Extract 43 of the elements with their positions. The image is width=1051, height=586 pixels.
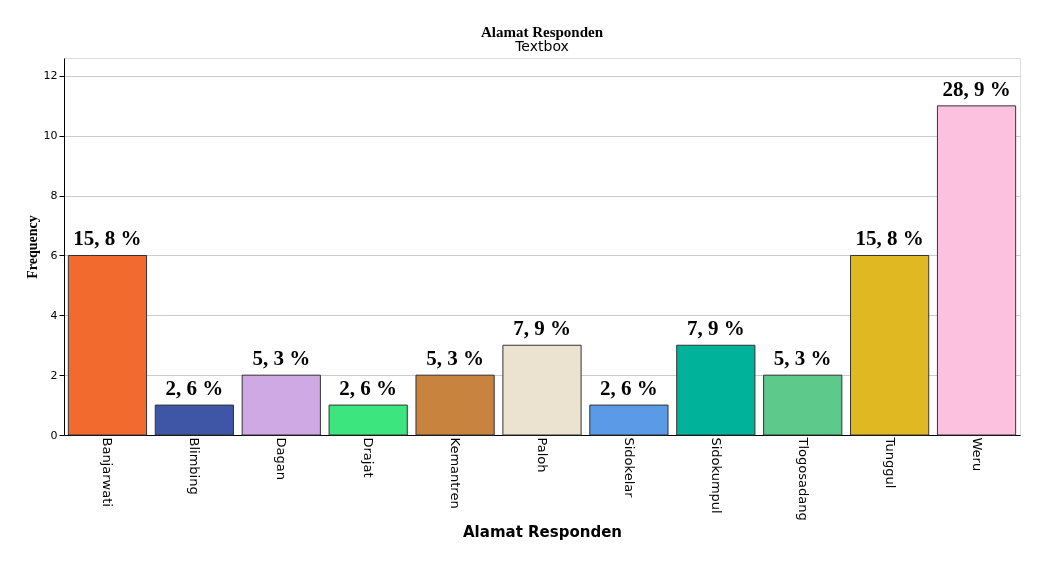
annotation: 28, 9 % (942, 76, 1011, 101)
x-tick-label: Kemantren (448, 437, 464, 509)
x-tick-label: Banjarwati (100, 437, 116, 507)
bar (502, 344, 582, 436)
x-tick-label: Drajat (361, 437, 377, 478)
x-axis-title: Alamat Responden (463, 522, 622, 541)
y-tick-label: 6 (50, 248, 58, 262)
annotation: 2, 6 % (339, 376, 398, 401)
annotation: 7, 9 % (686, 316, 745, 341)
y-tick-label: 10 (43, 129, 58, 143)
annotation: 2, 6 % (600, 376, 658, 401)
x-tick-label: Blimbing (187, 437, 203, 495)
annotation: 15, 8 % (855, 226, 924, 251)
y-axis-title: Frequency (24, 215, 40, 279)
y-tick-label: 0 (50, 428, 58, 442)
x-tick-label: Dagan (274, 437, 290, 480)
x-tick-label: Tlogosadang (795, 436, 811, 521)
bar (328, 404, 408, 436)
x-tick-label: Sidokelar (621, 437, 637, 499)
y-tick-label: 8 (50, 189, 58, 203)
bar (589, 404, 669, 436)
x-tick-label: Weru (969, 437, 985, 472)
bar (67, 254, 148, 436)
bar (850, 254, 930, 436)
annotation: 15, 8 % (73, 226, 142, 251)
bar (676, 344, 756, 436)
bar (415, 374, 495, 436)
annotation: 5, 3 % (773, 346, 832, 371)
x-tick-label: Sidokumpul (708, 437, 724, 514)
annotation: 5, 3 % (426, 346, 484, 371)
chart-title: Alamat Responden (480, 24, 604, 40)
x-tick-label: Paloh (535, 437, 550, 473)
bar (936, 105, 1017, 436)
annotation: 7, 9 % (513, 316, 571, 341)
y-tick-label: 12 (43, 69, 58, 83)
bar (154, 404, 234, 436)
annotation: 5, 3 % (252, 346, 311, 371)
y-tick-label: 2 (50, 368, 58, 382)
bar (241, 374, 321, 436)
y-tick-label: 4 (50, 308, 58, 322)
annotation: 2, 6 % (165, 376, 224, 401)
x-tick-label: Tunggul (882, 436, 898, 489)
bar (763, 374, 843, 436)
